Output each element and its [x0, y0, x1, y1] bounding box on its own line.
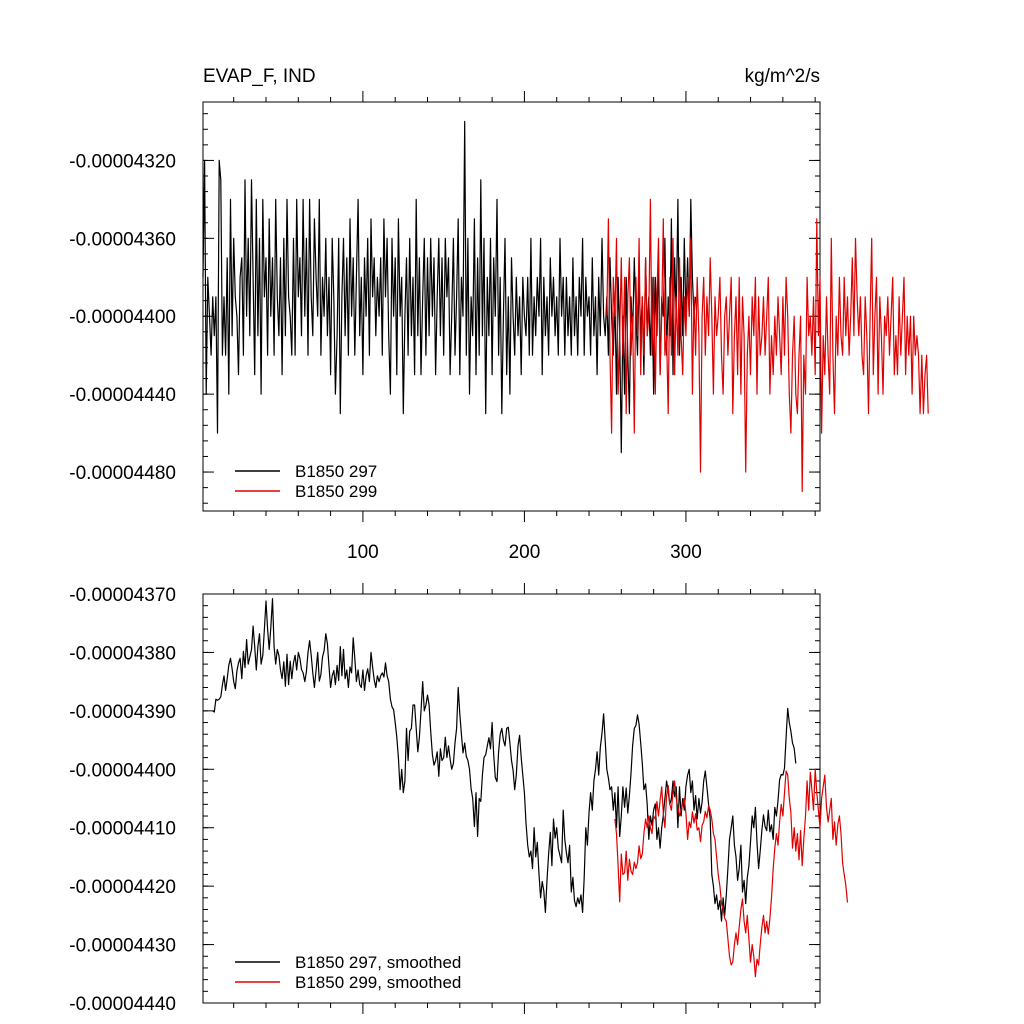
panel-bottom: -0.00004370 -0.00004380 -0.00004390 -0.0000…: [69, 583, 849, 1015]
y-tick-label: -0.00004420: [69, 877, 176, 898]
plot-frame: [202, 593, 821, 1004]
series-line-1: [212, 598, 797, 922]
panel-top: EVAP_F, IND kg/m^2/s -0.00004320 -0.00004…: [69, 66, 929, 563]
chart-title: EVAP_F, IND: [203, 66, 316, 87]
y-tick-label: -0.00004320: [69, 151, 176, 172]
legend-label: B1850 299: [295, 482, 377, 501]
series-line-1: [202, 120, 697, 454]
y-tick-label: -0.00004410: [69, 819, 176, 840]
legend-label: B1850 297, smoothed: [295, 953, 461, 972]
legend-label: B1850 297: [295, 462, 377, 481]
y-tick-label: -0.00004400: [69, 760, 176, 781]
x-tick-label: 200: [509, 542, 541, 563]
x-tick-label: 300: [670, 542, 702, 563]
series-line-2: [606, 198, 929, 493]
y-tick-label: -0.00004440: [69, 994, 176, 1015]
y-tick-label: -0.00004380: [69, 643, 176, 664]
units-label: kg/m^2/s: [745, 66, 820, 87]
x-tick-label: 100: [347, 542, 379, 563]
y-tick-label: -0.00004400: [69, 307, 176, 328]
y-tick-label: -0.00004370: [69, 585, 176, 606]
y-tick-label: -0.00004430: [69, 936, 176, 957]
y-tick-label: -0.00004480: [69, 463, 176, 484]
y-tick-label: -0.00004440: [69, 385, 176, 406]
y-tick-label: -0.00004390: [69, 702, 176, 723]
series-line-2: [614, 768, 849, 978]
y-tick-label: -0.00004360: [69, 229, 176, 250]
legend-label: B1850 299, smoothed: [295, 973, 461, 992]
